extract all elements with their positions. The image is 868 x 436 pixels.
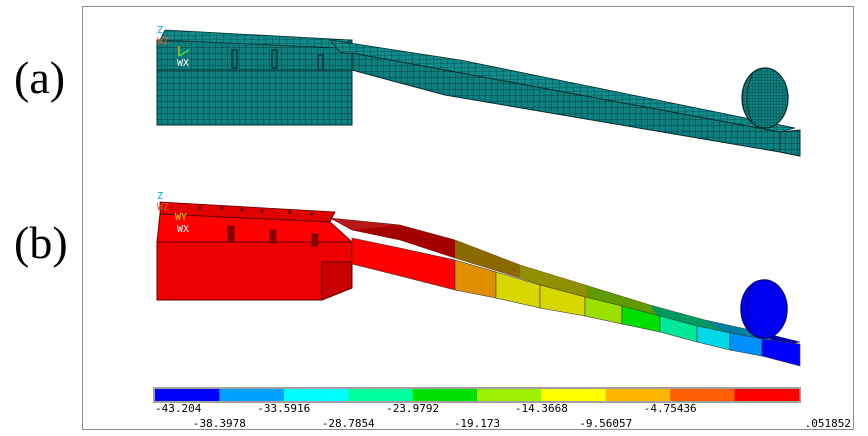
colorbar-tick-lower-1: -38.3978 [193, 417, 246, 430]
colorbar-tick-lower-3: -19.173 [454, 417, 500, 430]
colorbar-bin-4 [348, 389, 414, 401]
colorbar-tick-upper-1: -43.204 [155, 402, 202, 415]
contour-beam-side [351, 237, 801, 367]
colorbar-tick-upper-5: -4.75436 [644, 402, 697, 415]
triad-b-wy-label: WY [175, 212, 187, 223]
colorbar-bin-8 [605, 389, 671, 401]
colorbar-upper-ticks: -43.204 -33.5916 -23.9792 -14.3668 -4.75436 [155, 402, 697, 415]
colorbar-tick-upper-4: -14.3668 [515, 402, 568, 415]
contour-roller-disk [740, 279, 788, 339]
colorbar-tick-upper-2: -33.5916 [257, 402, 310, 415]
triad-b-z-label: Z [157, 191, 163, 202]
colorbar-lower-ticks: -38.3978 -28.7854 -19.173 -9.56057 .051852 [193, 417, 851, 430]
mesh-beam-end [779, 129, 801, 157]
colorbar-bin-9 [670, 389, 736, 401]
colorbar-bin-6 [477, 389, 542, 401]
colorbar-bin-2 [219, 389, 285, 401]
colorbar-tick-lower-4: -9.56057 [579, 417, 632, 430]
colorbar-bin-10 [734, 389, 800, 401]
colorbar: -43.204 -33.5916 -23.9792 -14.3668 -4.75436 … [153, 387, 851, 430]
triad-b: Z WZ WY WX [157, 191, 189, 235]
mesh-base-block [156, 69, 353, 126]
triad-wz-label: WZ [157, 36, 169, 47]
colorbar-bin-1 [155, 389, 220, 401]
contour-band-10 [761, 338, 801, 367]
colorbar-bin-5 [412, 389, 478, 401]
contour-model-b [156, 201, 801, 367]
mesh-beam-top [329, 39, 796, 133]
triad-b-wx-label: WX [177, 224, 189, 235]
viewport-frame [82, 6, 854, 430]
panel-a-label: (a) [14, 52, 66, 103]
triad-b-wz-label: WZ [157, 202, 169, 213]
mesh-roller-disk [741, 67, 789, 129]
triad-z-label: Z [157, 25, 163, 36]
panel-b-label: (b) [14, 217, 68, 268]
colorbar-tick-upper-3: -23.9792 [386, 402, 439, 415]
colorbar-bin-3 [283, 389, 349, 401]
mesh-beam-side [351, 52, 801, 157]
colorbar-tick-lower-5: .051852 [805, 417, 851, 430]
mesh-model-a [156, 29, 801, 157]
contour-base-lower [321, 261, 353, 301]
triad-wx-label: WX [177, 58, 189, 69]
colorbar-bins [155, 389, 800, 401]
colorbar-bin-7 [541, 389, 607, 401]
colorbar-tick-lower-2: -28.7854 [322, 417, 375, 430]
triad-a: Z WZ WX [157, 25, 190, 69]
